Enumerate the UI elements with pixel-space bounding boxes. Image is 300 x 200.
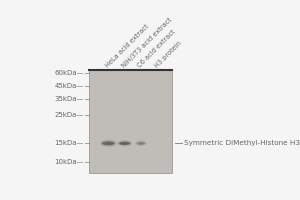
Text: 60kDa—: 60kDa— bbox=[54, 70, 84, 76]
Text: HeLa acid extract: HeLa acid extract bbox=[104, 23, 150, 69]
Text: Symmetric DiMethyl-Histone H3-R26: Symmetric DiMethyl-Histone H3-R26 bbox=[184, 140, 300, 146]
Ellipse shape bbox=[102, 141, 115, 145]
Text: 15kDa—: 15kDa— bbox=[55, 140, 84, 146]
Text: 25kDa—: 25kDa— bbox=[55, 112, 84, 118]
Ellipse shape bbox=[100, 140, 117, 147]
Text: 10kDa—: 10kDa— bbox=[54, 159, 84, 165]
Text: NIH/3T3 acid extract: NIH/3T3 acid extract bbox=[120, 16, 173, 69]
Ellipse shape bbox=[136, 142, 146, 145]
Ellipse shape bbox=[119, 142, 130, 145]
Bar bbox=[89, 70, 172, 173]
Text: 45kDa—: 45kDa— bbox=[55, 83, 84, 89]
Text: C6 acid extract: C6 acid extract bbox=[137, 29, 177, 69]
Ellipse shape bbox=[105, 142, 112, 144]
Text: H3 protein: H3 protein bbox=[154, 40, 183, 69]
Ellipse shape bbox=[122, 143, 128, 144]
Ellipse shape bbox=[117, 140, 132, 146]
Ellipse shape bbox=[135, 141, 147, 146]
Text: 35kDa—: 35kDa— bbox=[55, 96, 84, 102]
Ellipse shape bbox=[139, 143, 143, 144]
